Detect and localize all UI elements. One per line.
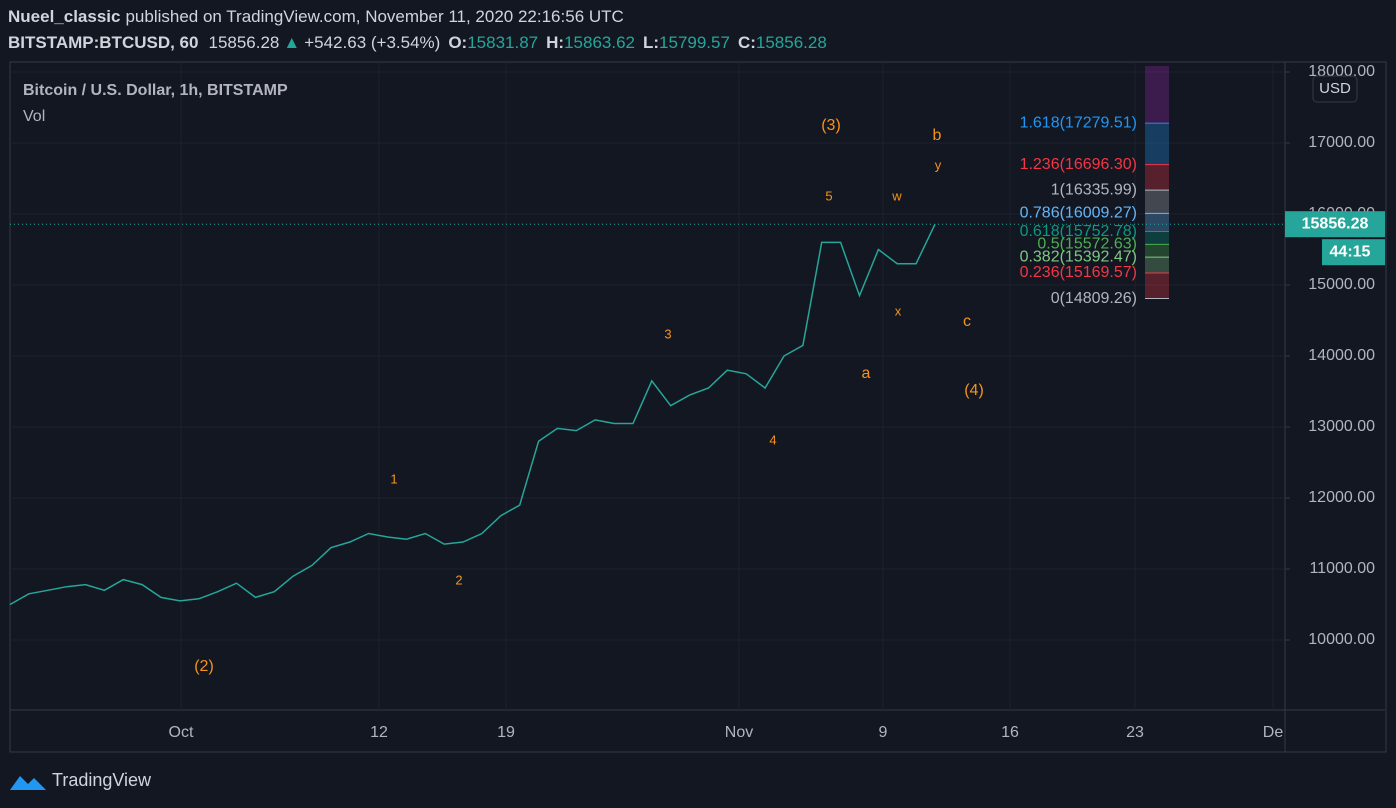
- price-line: [9, 223, 936, 606]
- h: 15863.62: [564, 33, 635, 52]
- y-tick-label: 15000.00: [1308, 276, 1375, 293]
- header-line1: Nueel_classic published on TradingView.co…: [8, 7, 624, 26]
- x-tick-label: 12: [370, 724, 388, 741]
- fib-band: [1145, 244, 1169, 258]
- change: +542.63 (+3.54%): [304, 33, 440, 52]
- volume-label: Vol: [23, 108, 45, 125]
- currency[interactable]: USD: [1319, 80, 1351, 97]
- wave-label: (3): [821, 117, 841, 134]
- fib-label: 0(14809.26): [1051, 290, 1137, 307]
- o-label: O:: [448, 33, 467, 52]
- fib-band: [1145, 164, 1169, 191]
- last-price-label: 15856.28: [1302, 215, 1369, 232]
- fib-band: [1145, 231, 1169, 245]
- wave-label: c: [963, 313, 971, 330]
- fib-label: 0.382(15392.47): [1020, 248, 1137, 265]
- wave-label: b: [933, 127, 942, 144]
- header-line2: BITSTAMP:BTCUSD, 60 15856.28 ▲ +542.63 (+3.…: [8, 33, 827, 52]
- wave-label: 4: [769, 432, 776, 447]
- arrow: ▲: [283, 33, 300, 52]
- countdown: 44:15: [1330, 243, 1371, 260]
- fib-band: [1145, 257, 1169, 273]
- wave-label: (2): [194, 658, 214, 675]
- x-tick-label: Oct: [169, 724, 194, 741]
- fib-band: [1145, 272, 1169, 299]
- fib-band: [1145, 123, 1169, 165]
- y-tick-label: 13000.00: [1308, 418, 1375, 435]
- plot: 10000.00 11000.00 12000.00 13000.00 14000.00…: [9, 62, 1385, 741]
- x-tick-label: 9: [879, 724, 888, 741]
- wave-label: (4): [964, 382, 984, 399]
- wave-label: w: [891, 188, 902, 203]
- last-price-box: [1285, 211, 1385, 238]
- wave-label: 2: [455, 572, 462, 587]
- o: 15831.87: [467, 33, 538, 52]
- wave-label: 3: [664, 326, 671, 341]
- x-tick-label: De: [1263, 724, 1284, 741]
- y-tick-label: 11000.00: [1309, 560, 1375, 577]
- y-tick-label: 12000.00: [1308, 489, 1375, 506]
- fib-label: 0.236(15169.57): [1020, 264, 1137, 281]
- author: Nueel_classic: [8, 7, 120, 26]
- chart-frame: [9, 61, 1387, 753]
- y-tick-label: 14000.00: [1308, 347, 1375, 364]
- wave-label: 5: [825, 188, 832, 203]
- fib-label: 0.5(15572.63): [1037, 236, 1137, 253]
- x-tick-label: 23: [1126, 724, 1144, 741]
- wave-label: x: [895, 303, 902, 318]
- l: 15799.57: [659, 33, 730, 52]
- y-tick-label: 10000.00: [1308, 631, 1375, 648]
- x-tick-label: Nov: [725, 724, 753, 741]
- wave-label: a: [862, 365, 871, 382]
- c-label: C:: [738, 33, 756, 52]
- fib-label: 0.618(15752.78): [1020, 223, 1137, 240]
- fib-label: 1(16335.99): [1051, 181, 1137, 198]
- x-tick-label: 16: [1001, 724, 1019, 741]
- brand: TradingView: [10, 770, 152, 790]
- brand-text: TradingView: [52, 770, 152, 790]
- fib-band: [1145, 190, 1169, 214]
- countdown-box: [1322, 239, 1385, 266]
- l-label: L:: [643, 33, 659, 52]
- fib-band: [1145, 213, 1169, 232]
- fib-extension: [1145, 66, 1169, 124]
- fib-label: 1.236(16696.30): [1020, 156, 1137, 173]
- brand-logo: [10, 776, 46, 790]
- published: published on TradingView.com, November 1…: [125, 7, 623, 26]
- last: 15856.28: [208, 33, 279, 52]
- c: 15856.28: [756, 33, 827, 52]
- y-tick-label: 17000.00: [1308, 134, 1375, 151]
- wave-label: 1: [390, 471, 397, 486]
- symbol: BITSTAMP:BTCUSD, 60: [8, 33, 198, 52]
- fib-label: 1.618(17279.51): [1020, 114, 1137, 131]
- legend: Bitcoin / U.S. Dollar, 1h, BITSTAMP: [23, 82, 288, 99]
- h-label: H:: [546, 33, 564, 52]
- x-tick-label: 19: [497, 724, 515, 741]
- currency-button[interactable]: [1312, 75, 1358, 103]
- fib-label: 0.786(16009.27): [1020, 205, 1137, 222]
- wave-label: y: [935, 157, 942, 172]
